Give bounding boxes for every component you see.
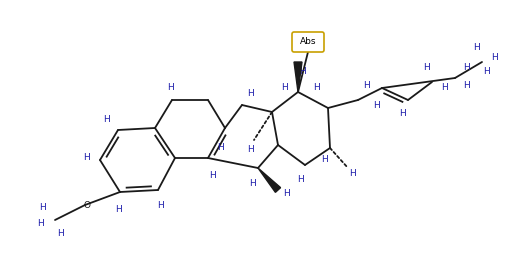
Text: H: H	[246, 146, 253, 154]
Text: H: H	[40, 204, 46, 212]
Text: H: H	[321, 156, 328, 164]
Text: H: H	[281, 82, 288, 92]
Text: Abs: Abs	[300, 37, 316, 47]
Text: H: H	[250, 179, 256, 188]
Text: H: H	[296, 176, 303, 185]
Text: H: H	[363, 82, 369, 91]
Polygon shape	[258, 168, 281, 192]
Text: H: H	[246, 89, 253, 98]
Text: H: H	[167, 82, 173, 92]
Text: H: H	[491, 53, 498, 62]
FancyBboxPatch shape	[292, 32, 324, 52]
Text: H: H	[103, 115, 109, 124]
Text: H: H	[157, 201, 164, 209]
Text: H: H	[441, 82, 448, 92]
Text: H: H	[217, 144, 224, 153]
Text: H: H	[400, 109, 406, 118]
Text: H: H	[115, 205, 121, 214]
Text: H: H	[83, 153, 90, 163]
Polygon shape	[294, 62, 302, 92]
Text: H: H	[349, 169, 355, 178]
Text: H: H	[57, 228, 64, 237]
Text: H: H	[282, 189, 289, 198]
Text: H: H	[36, 218, 43, 227]
Text: H: H	[209, 172, 216, 180]
Text: H: H	[464, 63, 470, 73]
Text: H: H	[373, 101, 379, 109]
Text: H: H	[483, 67, 490, 76]
Text: H: H	[464, 82, 470, 91]
Text: H: H	[300, 67, 306, 76]
Text: H: H	[313, 82, 319, 92]
Text: O: O	[83, 201, 91, 209]
Text: H: H	[474, 44, 480, 53]
Text: H: H	[424, 63, 430, 73]
